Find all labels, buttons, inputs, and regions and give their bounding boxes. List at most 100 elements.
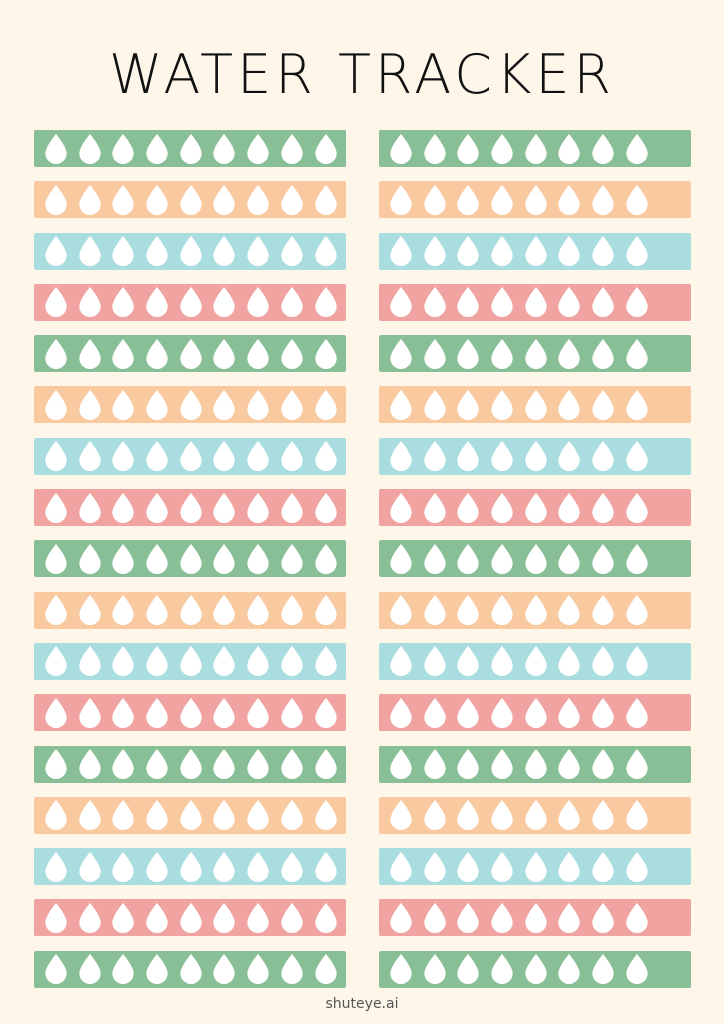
water-drop-icon[interactable] xyxy=(455,184,481,216)
water-drop-icon[interactable] xyxy=(556,799,582,831)
water-drop-icon[interactable] xyxy=(77,286,103,318)
water-drop-icon[interactable] xyxy=(313,235,339,267)
water-drop-icon[interactable] xyxy=(110,184,136,216)
water-drop-icon[interactable] xyxy=(523,697,549,729)
water-drop-icon[interactable] xyxy=(422,748,448,780)
water-drop-icon[interactable] xyxy=(590,748,616,780)
water-drop-icon[interactable] xyxy=(178,645,204,677)
water-drop-icon[interactable] xyxy=(77,133,103,165)
water-drop-icon[interactable] xyxy=(455,594,481,626)
water-drop-icon[interactable] xyxy=(422,799,448,831)
water-drop-icon[interactable] xyxy=(178,953,204,985)
water-drop-icon[interactable] xyxy=(624,492,650,524)
water-drop-icon[interactable] xyxy=(556,286,582,318)
water-drop-icon[interactable] xyxy=(313,543,339,575)
water-drop-icon[interactable] xyxy=(77,594,103,626)
water-drop-icon[interactable] xyxy=(144,594,170,626)
water-drop-icon[interactable] xyxy=(279,133,305,165)
water-drop-icon[interactable] xyxy=(624,389,650,421)
water-drop-icon[interactable] xyxy=(77,748,103,780)
water-drop-icon[interactable] xyxy=(590,851,616,883)
water-drop-icon[interactable] xyxy=(313,440,339,472)
water-drop-icon[interactable] xyxy=(43,440,69,472)
water-drop-icon[interactable] xyxy=(388,645,414,677)
water-drop-icon[interactable] xyxy=(455,748,481,780)
water-drop-icon[interactable] xyxy=(211,133,237,165)
water-drop-icon[interactable] xyxy=(624,799,650,831)
water-drop-icon[interactable] xyxy=(110,286,136,318)
water-drop-icon[interactable] xyxy=(43,338,69,370)
water-drop-icon[interactable] xyxy=(624,184,650,216)
water-drop-icon[interactable] xyxy=(43,851,69,883)
water-drop-icon[interactable] xyxy=(77,184,103,216)
water-drop-icon[interactable] xyxy=(77,338,103,370)
water-drop-icon[interactable] xyxy=(489,440,515,472)
water-drop-icon[interactable] xyxy=(110,389,136,421)
water-drop-icon[interactable] xyxy=(211,748,237,780)
water-drop-icon[interactable] xyxy=(422,953,448,985)
water-drop-icon[interactable] xyxy=(624,645,650,677)
water-drop-icon[interactable] xyxy=(211,286,237,318)
water-drop-icon[interactable] xyxy=(110,235,136,267)
water-drop-icon[interactable] xyxy=(523,235,549,267)
water-drop-icon[interactable] xyxy=(110,799,136,831)
water-drop-icon[interactable] xyxy=(144,184,170,216)
water-drop-icon[interactable] xyxy=(422,697,448,729)
water-drop-icon[interactable] xyxy=(43,543,69,575)
water-drop-icon[interactable] xyxy=(388,286,414,318)
water-drop-icon[interactable] xyxy=(455,338,481,370)
water-drop-icon[interactable] xyxy=(590,902,616,934)
water-drop-icon[interactable] xyxy=(279,235,305,267)
water-drop-icon[interactable] xyxy=(455,440,481,472)
water-drop-icon[interactable] xyxy=(211,440,237,472)
water-drop-icon[interactable] xyxy=(422,543,448,575)
water-drop-icon[interactable] xyxy=(556,133,582,165)
water-drop-icon[interactable] xyxy=(77,799,103,831)
water-drop-icon[interactable] xyxy=(523,851,549,883)
water-drop-icon[interactable] xyxy=(624,697,650,729)
water-drop-icon[interactable] xyxy=(77,389,103,421)
water-drop-icon[interactable] xyxy=(422,440,448,472)
water-drop-icon[interactable] xyxy=(489,594,515,626)
water-drop-icon[interactable] xyxy=(77,953,103,985)
water-drop-icon[interactable] xyxy=(43,389,69,421)
water-drop-icon[interactable] xyxy=(422,851,448,883)
water-drop-icon[interactable] xyxy=(388,492,414,524)
water-drop-icon[interactable] xyxy=(455,133,481,165)
water-drop-icon[interactable] xyxy=(624,748,650,780)
water-drop-icon[interactable] xyxy=(43,748,69,780)
water-drop-icon[interactable] xyxy=(489,235,515,267)
water-drop-icon[interactable] xyxy=(178,492,204,524)
water-drop-icon[interactable] xyxy=(144,748,170,780)
water-drop-icon[interactable] xyxy=(313,851,339,883)
water-drop-icon[interactable] xyxy=(43,286,69,318)
water-drop-icon[interactable] xyxy=(43,492,69,524)
water-drop-icon[interactable] xyxy=(144,645,170,677)
water-drop-icon[interactable] xyxy=(211,594,237,626)
water-drop-icon[interactable] xyxy=(144,286,170,318)
water-drop-icon[interactable] xyxy=(556,492,582,524)
water-drop-icon[interactable] xyxy=(43,184,69,216)
water-drop-icon[interactable] xyxy=(388,543,414,575)
water-drop-icon[interactable] xyxy=(624,440,650,472)
water-drop-icon[interactable] xyxy=(43,953,69,985)
water-drop-icon[interactable] xyxy=(279,851,305,883)
water-drop-icon[interactable] xyxy=(245,286,271,318)
water-drop-icon[interactable] xyxy=(110,543,136,575)
water-drop-icon[interactable] xyxy=(388,338,414,370)
water-drop-icon[interactable] xyxy=(279,953,305,985)
water-drop-icon[interactable] xyxy=(313,338,339,370)
water-drop-icon[interactable] xyxy=(313,645,339,677)
water-drop-icon[interactable] xyxy=(43,799,69,831)
water-drop-icon[interactable] xyxy=(178,902,204,934)
water-drop-icon[interactable] xyxy=(455,799,481,831)
water-drop-icon[interactable] xyxy=(422,133,448,165)
water-drop-icon[interactable] xyxy=(388,594,414,626)
water-drop-icon[interactable] xyxy=(279,748,305,780)
water-drop-icon[interactable] xyxy=(245,697,271,729)
water-drop-icon[interactable] xyxy=(590,286,616,318)
water-drop-icon[interactable] xyxy=(211,953,237,985)
water-drop-icon[interactable] xyxy=(110,338,136,370)
water-drop-icon[interactable] xyxy=(211,338,237,370)
water-drop-icon[interactable] xyxy=(422,645,448,677)
